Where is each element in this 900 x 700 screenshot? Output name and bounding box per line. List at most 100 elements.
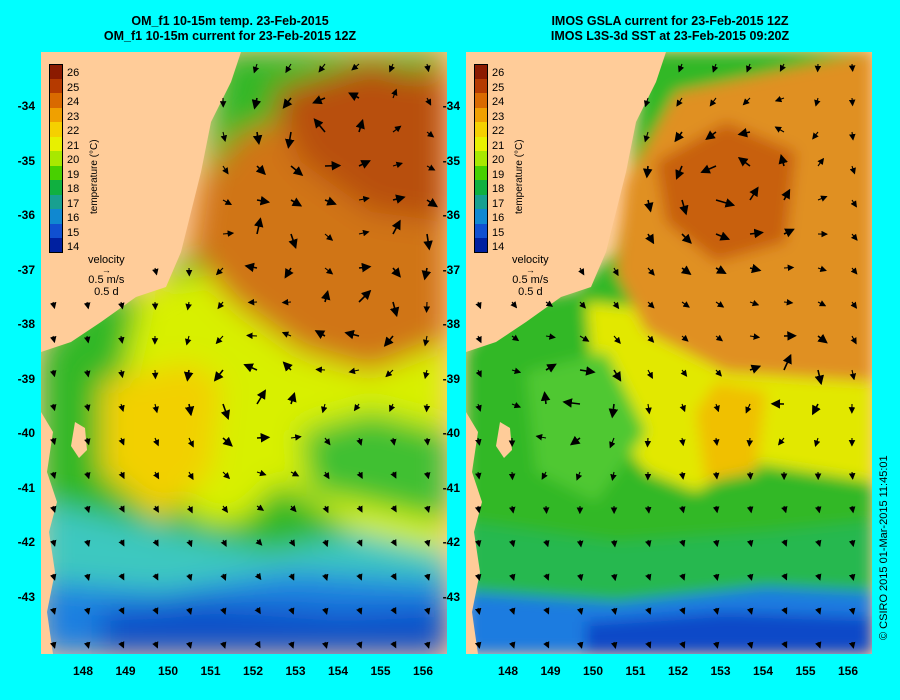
velocity-arrow — [426, 164, 436, 171]
velocity-arrow — [84, 539, 91, 548]
velocity-arrow — [610, 607, 618, 616]
velocity-arrow — [742, 97, 751, 106]
velocity-arrow — [84, 471, 91, 480]
velocity-arrow — [321, 641, 329, 649]
colorbar-tick-label: 23 — [67, 110, 80, 123]
velocity-arrow — [645, 641, 652, 649]
velocity-arrow — [421, 267, 432, 281]
velocity-arrow — [84, 437, 91, 446]
velocity-arrow — [647, 335, 655, 343]
panel-left-title-line1: OM_f1 10-15m temp. 23-Feb-2015 — [131, 14, 329, 28]
velocity-arrow — [390, 606, 397, 615]
velocity-arrow — [220, 403, 230, 420]
velocity-arrow — [83, 369, 91, 378]
velocity-arrow — [187, 471, 194, 481]
velocity-arrow — [848, 641, 856, 649]
velocity-arrow — [745, 403, 752, 414]
velocity-arrow — [474, 573, 482, 582]
velocity-arrow — [348, 92, 360, 102]
velocity-key-speed-right: 0.5 m/s — [512, 274, 549, 286]
velocity-arrow — [152, 539, 159, 547]
velocity-arrow — [49, 607, 57, 615]
velocity-arrow — [358, 229, 370, 237]
velocity-arrow — [781, 505, 788, 514]
velocity-arrow — [425, 97, 432, 106]
colorbar-segment — [49, 136, 63, 152]
velocity-arrow — [679, 607, 686, 615]
velocity-arrow — [186, 607, 193, 615]
velocity-arrow — [324, 233, 334, 241]
panel-left-title-line2: OM_f1 10-15m current for 23-Feb-2015 12Z — [103, 29, 357, 43]
velocity-arrow — [848, 539, 856, 548]
velocity-arrow — [358, 160, 371, 169]
velocity-arrow — [244, 262, 258, 273]
velocity-arrow — [737, 156, 751, 167]
velocity-arrow — [681, 334, 689, 342]
lat-tick-label: -38 — [442, 317, 460, 331]
velocity-arrow — [511, 367, 522, 374]
velocity-arrow — [746, 641, 754, 649]
colorbar-segment — [474, 165, 488, 181]
lon-tick-label: 152 — [667, 664, 689, 678]
velocity-arrow — [423, 233, 433, 251]
velocity-arrow — [579, 301, 586, 309]
colorbar-tick-label: 24 — [492, 96, 505, 108]
velocity-arrow — [474, 471, 482, 480]
velocity-arrow — [118, 335, 125, 344]
velocity-arrow — [509, 573, 516, 581]
velocity-arrow — [817, 195, 828, 202]
velocity-arrow — [576, 573, 584, 582]
velocity-arrow — [344, 329, 360, 340]
velocity-arrow — [118, 505, 125, 513]
colorbar-tick-label: 18 — [492, 183, 505, 195]
velocity-arrow — [356, 641, 363, 649]
velocity-arrow — [426, 197, 438, 208]
velocity-arrow — [749, 299, 760, 307]
velocity-arrow — [118, 437, 125, 446]
velocity-arrow — [252, 131, 263, 145]
velocity-arrow — [609, 437, 616, 449]
velocity-arrow — [746, 573, 754, 581]
colorbar-tick-label: 19 — [67, 168, 80, 181]
lat-tick-label: -37 — [442, 262, 460, 277]
velocity-arrow — [509, 641, 516, 649]
velocity-arrow — [322, 505, 329, 514]
velocity-arrow — [222, 165, 229, 175]
lon-tick-label: 150 — [157, 664, 179, 678]
velocity-arrow — [781, 641, 788, 649]
velocity-arrow — [715, 369, 722, 377]
lat-tick-label: -35 — [17, 153, 35, 168]
velocity-arrow — [351, 63, 360, 71]
velocity-arrow — [118, 641, 125, 649]
velocity-arrow — [322, 607, 329, 615]
velocity-arrow — [321, 289, 331, 303]
velocity-arrow — [850, 233, 858, 241]
velocity-arrow — [324, 160, 342, 171]
velocity-arrow — [774, 126, 785, 133]
velocity-arrow — [644, 437, 652, 448]
velocity-arrow — [746, 505, 754, 514]
colorbar-frame — [49, 64, 63, 253]
lat-tick-label: -41 — [17, 480, 35, 495]
velocity-arrow — [314, 330, 326, 340]
velocity-arrow — [388, 63, 396, 73]
lat-tick-label: -37 — [17, 262, 35, 277]
velocity-arrow — [389, 437, 397, 446]
velocity-arrow — [713, 403, 720, 413]
velocity-arrow — [779, 63, 786, 72]
velocity-key-right: velocity → 0.5 m/s 0.5 d — [512, 254, 549, 298]
copyright-credit: © CSIRO 2015 01-Mar-2015 11:45:01 — [878, 455, 890, 640]
velocity-arrow — [815, 539, 822, 547]
colorbar-segment — [49, 78, 63, 94]
velocity-arrow — [50, 471, 57, 480]
velocity-arrow — [535, 434, 547, 441]
velocity-arrow — [392, 125, 402, 133]
colorbar-segment — [474, 223, 488, 239]
velocity-arrow — [353, 403, 361, 412]
colorbar-segment — [474, 194, 488, 210]
colorbar-tick-label: 25 — [67, 81, 80, 94]
velocity-arrow — [674, 131, 684, 143]
velocity-arrow — [679, 199, 689, 216]
colorbar-tick-label: 17 — [492, 197, 505, 210]
velocity-arrow — [423, 369, 430, 380]
